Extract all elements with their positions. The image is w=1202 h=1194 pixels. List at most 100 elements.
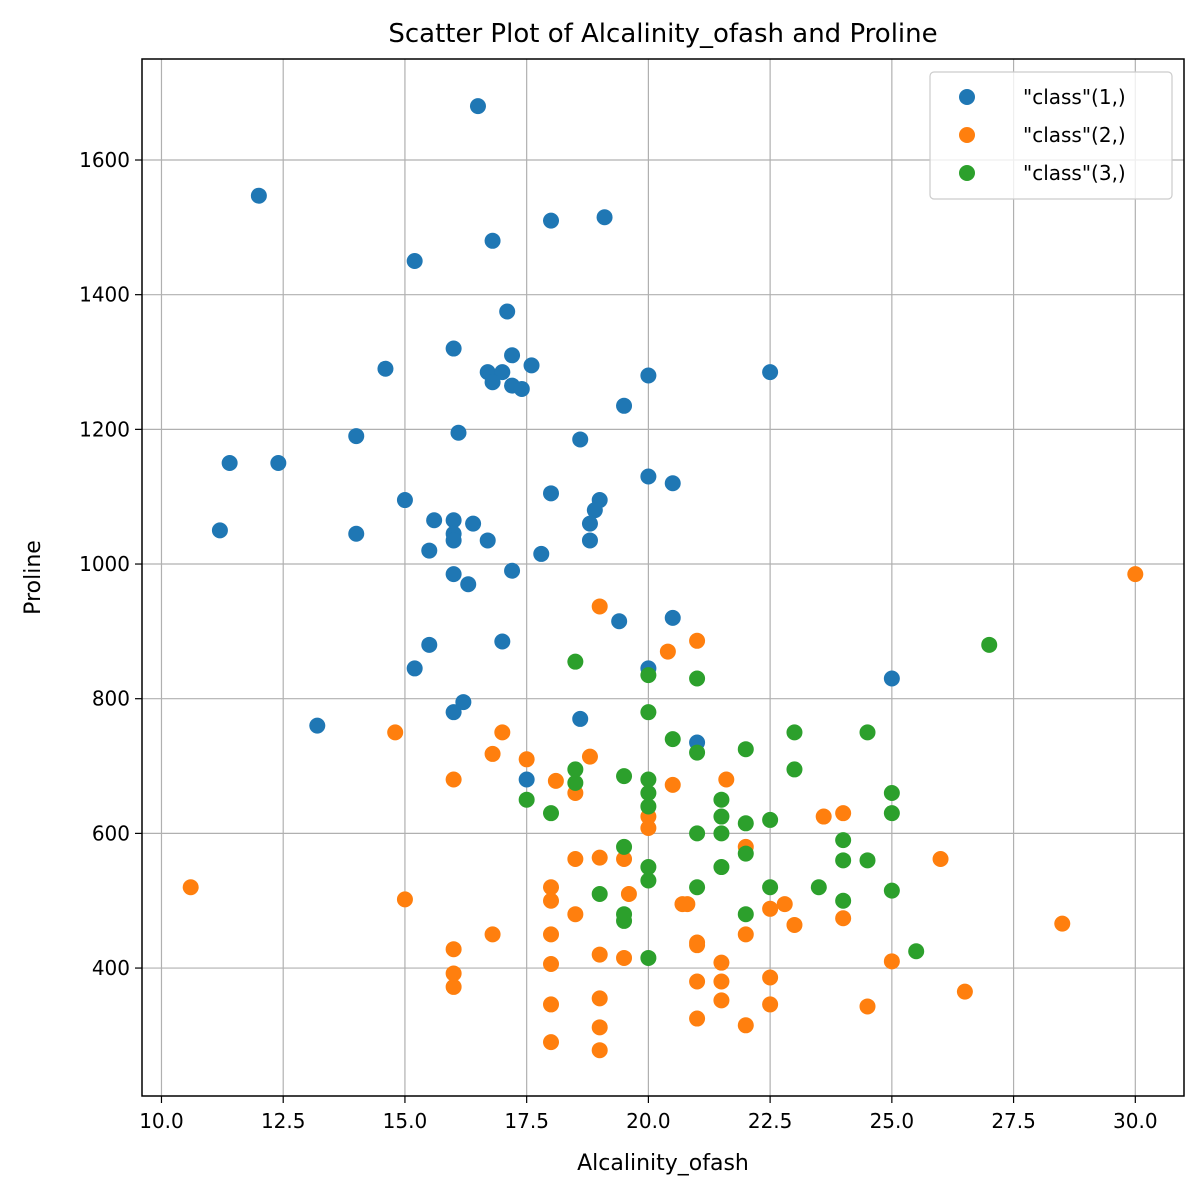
- data-point: [543, 485, 560, 502]
- data-point: [494, 633, 511, 650]
- x-tick-label: 27.5: [991, 1109, 1036, 1133]
- data-point: [504, 347, 521, 364]
- data-point: [586, 502, 603, 519]
- data-point: [762, 996, 779, 1013]
- legend-label: "class"(3,): [1023, 161, 1126, 185]
- legend-marker: [959, 165, 975, 181]
- legend-marker: [959, 127, 975, 143]
- data-point: [518, 751, 535, 768]
- data-point: [270, 455, 287, 472]
- y-tick-label: 1000: [79, 552, 130, 576]
- data-point: [518, 771, 535, 788]
- data-point: [591, 1042, 608, 1059]
- data-point: [786, 916, 803, 933]
- data-point: [445, 771, 462, 788]
- data-point: [543, 926, 560, 943]
- data-point: [883, 784, 900, 801]
- data-point: [504, 562, 521, 579]
- data-point: [533, 545, 550, 562]
- data-point: [664, 731, 681, 748]
- data-point: [835, 892, 852, 909]
- data-point: [445, 566, 462, 583]
- data-point: [182, 879, 199, 896]
- data-point: [762, 879, 779, 896]
- data-point: [956, 983, 973, 1000]
- data-point: [713, 808, 730, 825]
- x-tick-label: 25.0: [870, 1109, 915, 1133]
- data-point: [250, 187, 267, 204]
- data-point: [689, 744, 706, 761]
- data-point: [421, 542, 438, 559]
- data-point: [523, 357, 540, 374]
- data-point: [309, 717, 326, 734]
- data-point: [883, 670, 900, 687]
- data-point: [620, 885, 637, 902]
- axes-frame: [141, 58, 1185, 1097]
- data-point: [689, 1010, 706, 1027]
- data-point: [640, 468, 657, 485]
- data-point: [835, 805, 852, 822]
- data-point: [718, 771, 735, 788]
- data-point: [406, 660, 423, 677]
- data-point: [479, 532, 496, 549]
- data-point: [518, 791, 535, 808]
- x-tick-label: 22.5: [748, 1109, 793, 1133]
- series-3-points: [518, 636, 998, 966]
- data-point: [484, 745, 501, 762]
- data-point: [591, 849, 608, 866]
- data-point: [835, 832, 852, 849]
- data-point: [494, 724, 511, 741]
- legend-box: [929, 71, 1173, 200]
- data-point: [713, 825, 730, 842]
- data-point: [591, 990, 608, 1007]
- data-point: [455, 694, 472, 711]
- data-point: [640, 819, 657, 836]
- data-point: [581, 515, 598, 532]
- data-point: [835, 852, 852, 869]
- x-tick-label: 30.0: [1113, 1109, 1158, 1133]
- data-point: [1127, 566, 1144, 583]
- data-point: [932, 850, 949, 867]
- data-point: [221, 455, 238, 472]
- data-point: [640, 704, 657, 721]
- legend: "class"(1,) "class"(2,) "class"(3,): [929, 71, 1173, 200]
- data-point: [543, 879, 560, 896]
- data-point: [640, 667, 657, 684]
- data-point: [713, 859, 730, 876]
- data-point: [494, 364, 511, 381]
- y-tick-label: 1600: [79, 148, 130, 172]
- data-point: [591, 946, 608, 963]
- y-tick-label: 800: [92, 687, 130, 711]
- data-point: [484, 374, 501, 391]
- data-point: [421, 636, 438, 653]
- data-point: [616, 912, 633, 929]
- data-point: [567, 774, 584, 791]
- data-point: [445, 532, 462, 549]
- data-point: [659, 643, 676, 660]
- data-point: [547, 772, 564, 789]
- data-point: [445, 704, 462, 721]
- data-point: [859, 998, 876, 1015]
- data-point: [908, 943, 925, 960]
- data-point: [445, 941, 462, 958]
- data-point: [572, 710, 589, 727]
- data-point: [426, 512, 443, 529]
- data-point: [762, 811, 779, 828]
- data-point: [396, 891, 413, 908]
- data-point: [1054, 915, 1071, 932]
- data-point: [883, 953, 900, 970]
- data-point: [713, 992, 730, 1009]
- data-point: [835, 910, 852, 927]
- data-point: [762, 900, 779, 917]
- y-tick-label: 600: [92, 821, 130, 845]
- data-point: [543, 956, 560, 973]
- data-point: [640, 784, 657, 801]
- y-tick-label: 1200: [79, 417, 130, 441]
- data-point: [465, 515, 482, 532]
- data-point: [786, 724, 803, 741]
- data-point: [664, 776, 681, 793]
- data-point: [616, 838, 633, 855]
- data-point: [737, 815, 754, 832]
- data-point: [543, 212, 560, 229]
- data-point: [377, 360, 394, 377]
